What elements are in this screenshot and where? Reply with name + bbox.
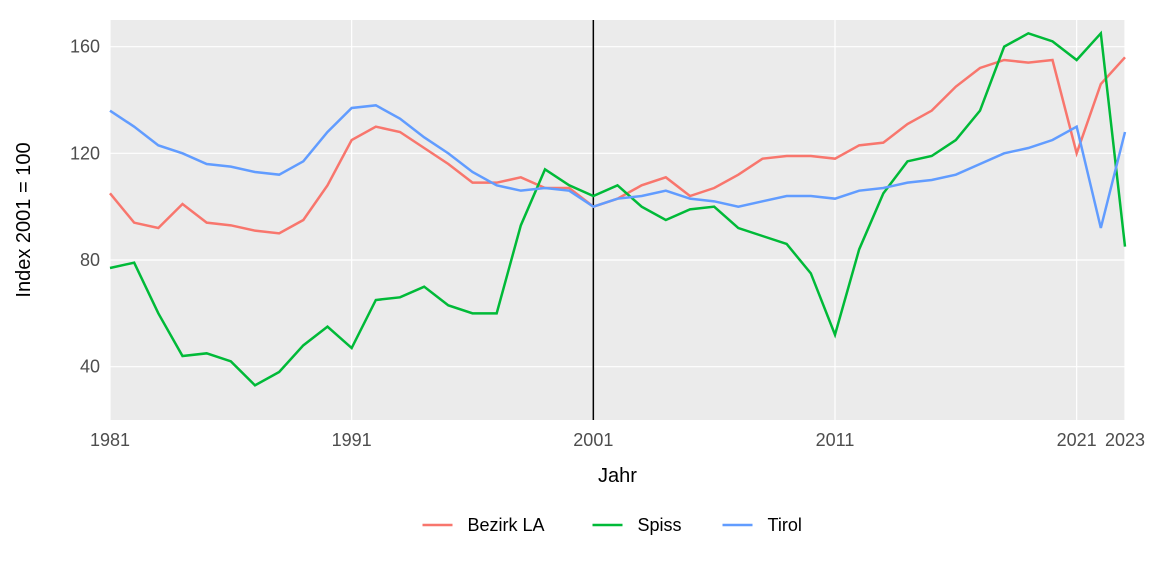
y-tick-label: 40 <box>80 357 100 377</box>
line-chart: 40 80 120 160 1981 1991 2001 2011 2021 2023 Index … <box>0 0 1152 576</box>
x-tick-label: 1981 <box>90 430 130 450</box>
chart-container: 40 80 120 160 1981 1991 2001 2011 2021 2023 Index … <box>0 0 1152 576</box>
y-tick-label: 80 <box>80 250 100 270</box>
x-tick-label: 2021 <box>1057 430 1097 450</box>
legend-label: Bezirk LA <box>468 515 545 535</box>
plot-panel <box>110 20 1125 420</box>
x-tick-label: 1991 <box>332 430 372 450</box>
y-tick-label: 160 <box>70 37 100 57</box>
x-axis-title: Jahr <box>598 465 637 487</box>
y-axis-title: Index 2001 = 100 <box>13 142 35 297</box>
x-tick-label: 2001 <box>573 430 613 450</box>
legend-label: Spiss <box>638 515 682 535</box>
x-tick-label: 2023 <box>1105 430 1145 450</box>
legend-label: Tirol <box>768 515 802 535</box>
y-tick-label: 120 <box>70 143 100 163</box>
x-tick-label: 2011 <box>816 430 855 450</box>
